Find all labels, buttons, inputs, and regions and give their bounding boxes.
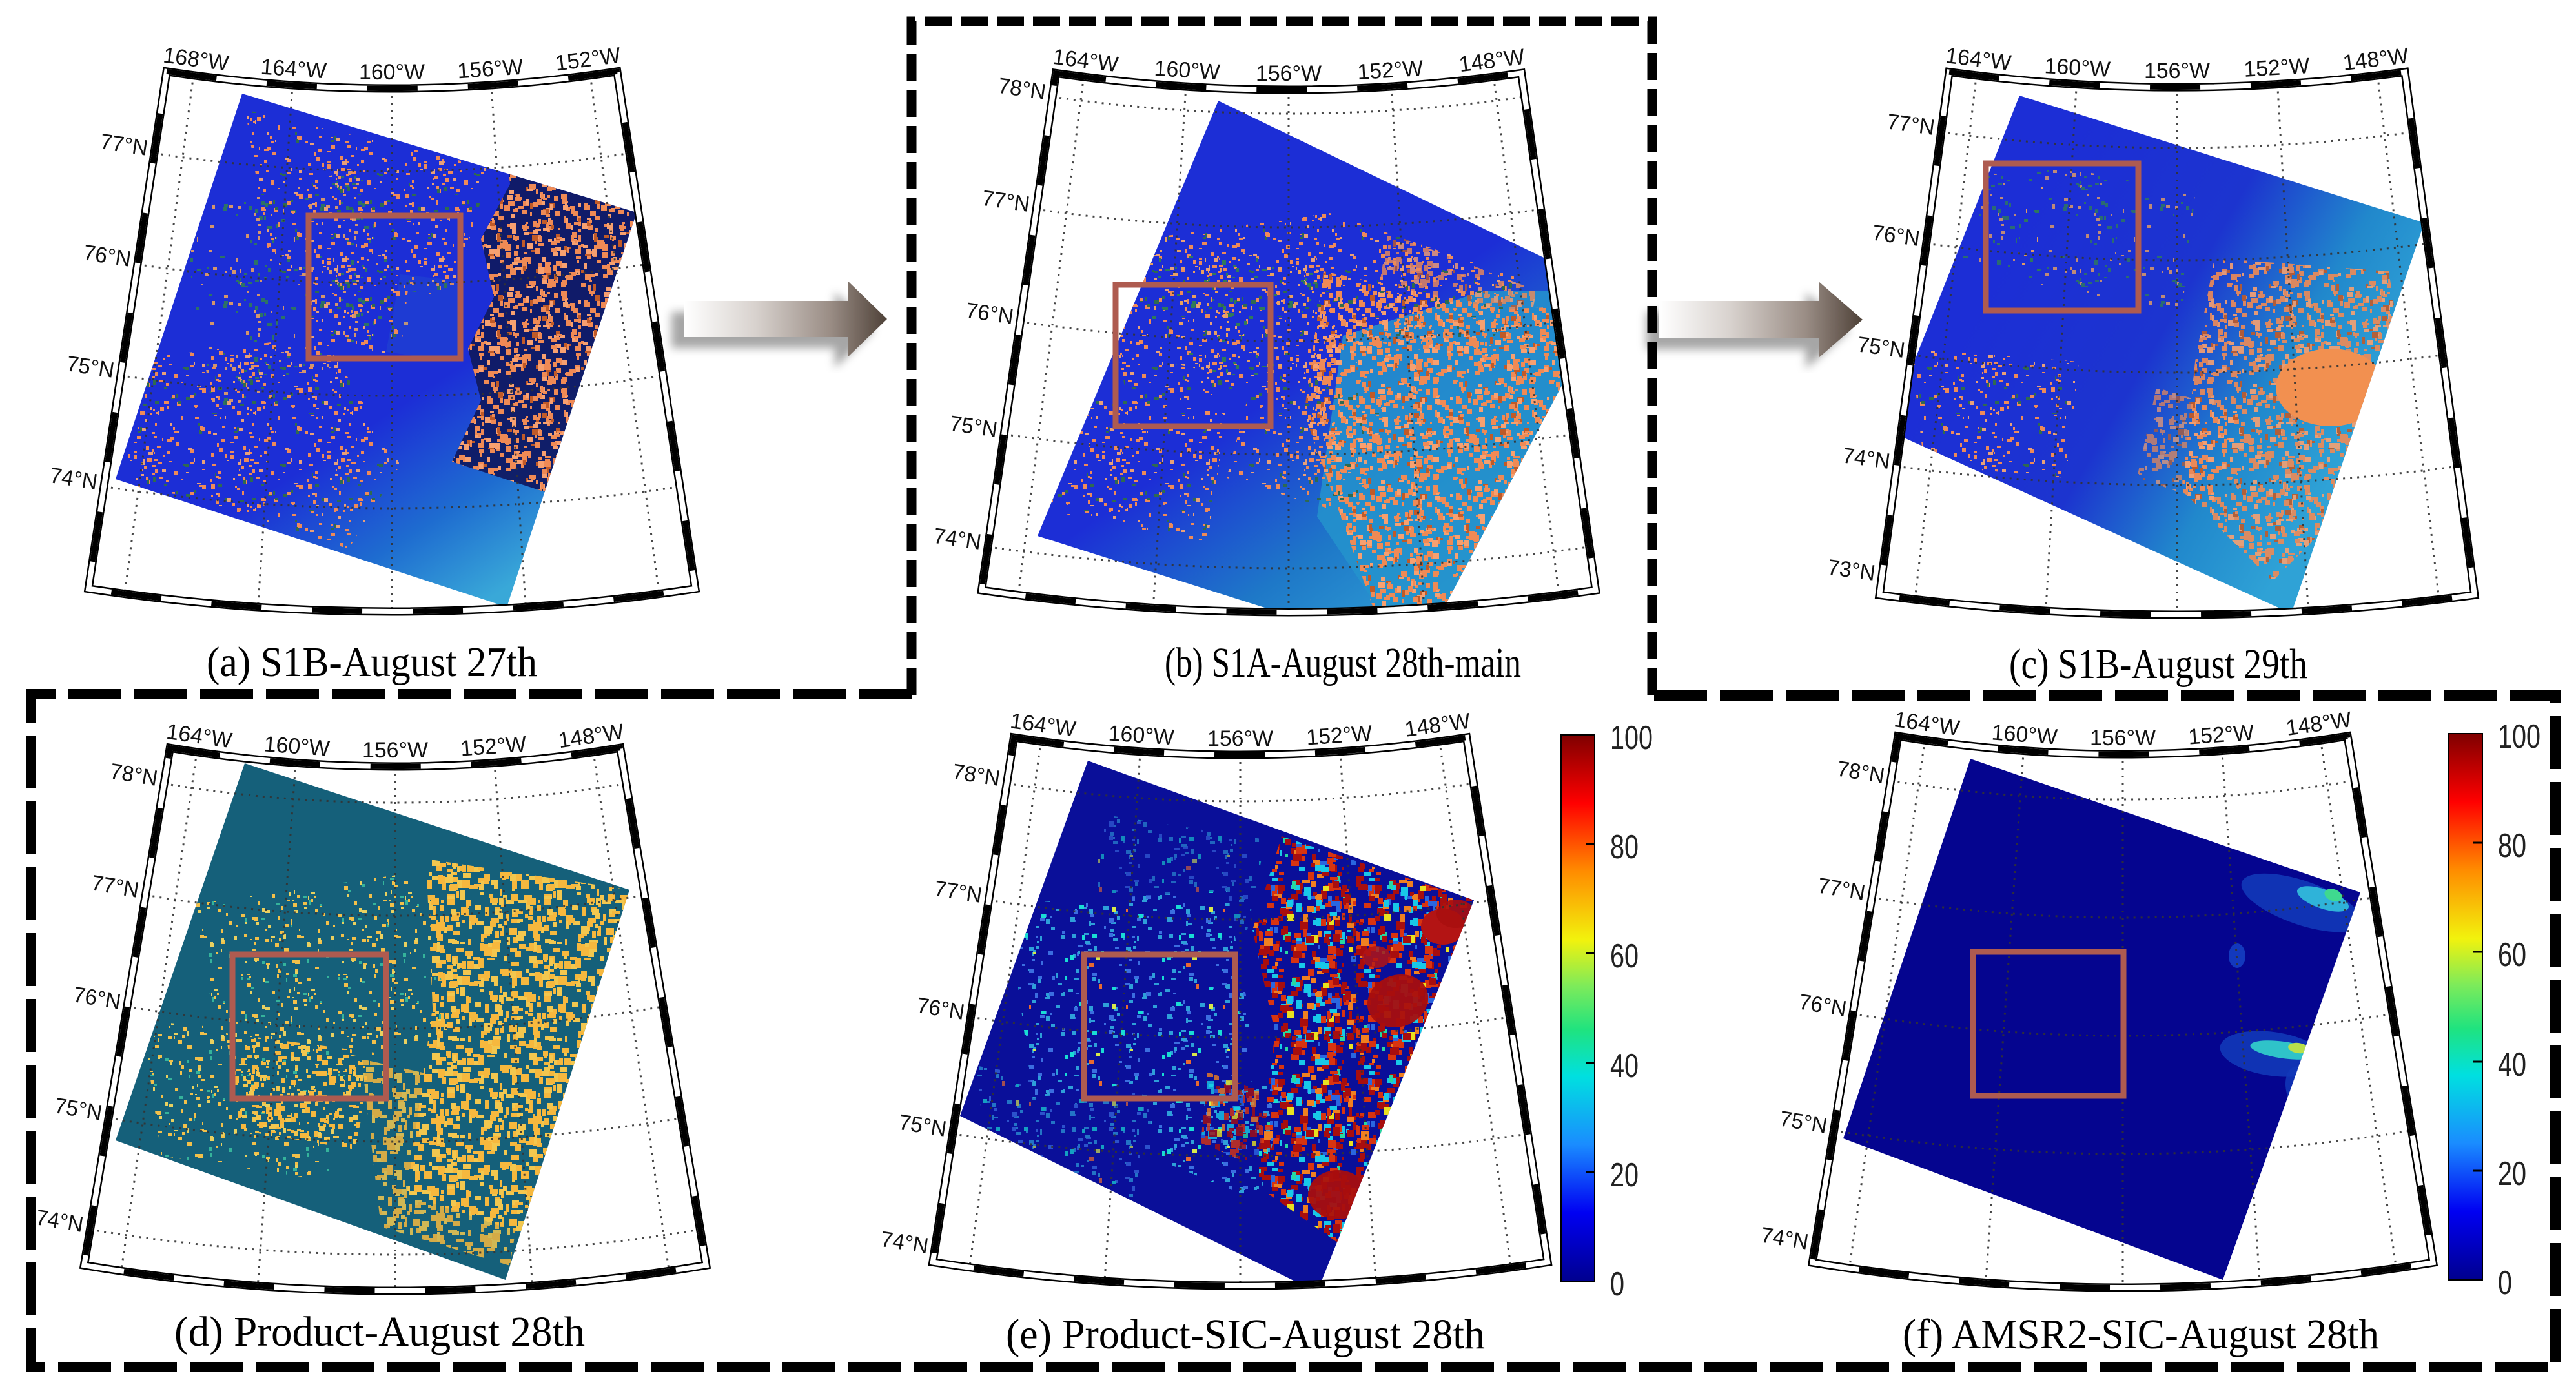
svg-text:80: 80 (2498, 827, 2526, 865)
svg-text:40: 40 (2498, 1046, 2526, 1084)
svg-text:156°W: 156°W (1256, 61, 1322, 86)
svg-text:160°W: 160°W (263, 732, 331, 761)
svg-text:0: 0 (1610, 1266, 1624, 1303)
svg-text:(c) S1B-August 29th: (c) S1B-August 29th (2009, 641, 2307, 688)
svg-text:160°W: 160°W (359, 60, 425, 85)
svg-text:(d) Product-August 28th: (d) Product-August 28th (174, 1308, 585, 1355)
svg-text:20: 20 (1610, 1157, 1639, 1194)
svg-text:160°W: 160°W (1108, 721, 1175, 750)
svg-text:156°W: 156°W (2090, 726, 2156, 750)
svg-text:156°W: 156°W (456, 55, 524, 84)
svg-text:152°W: 152°W (2243, 54, 2310, 82)
svg-text:156°W: 156°W (2144, 59, 2210, 83)
svg-text:60: 60 (1610, 938, 1639, 975)
svg-text:156°W: 156°W (362, 738, 428, 763)
svg-text:(e) Product-SIC-August 28th: (e) Product-SIC-August 28th (1006, 1311, 1485, 1358)
svg-text:20: 20 (2498, 1155, 2526, 1193)
svg-text:152°W: 152°W (2187, 720, 2254, 749)
svg-text:156°W: 156°W (1207, 726, 1273, 751)
svg-text:80: 80 (1610, 829, 1639, 866)
svg-text:100: 100 (1610, 719, 1653, 757)
svg-text:100: 100 (2498, 718, 2540, 756)
svg-text:160°W: 160°W (1991, 720, 2058, 749)
svg-text:(b) S1A-August 28th-main: (b) S1A-August 28th-main (1165, 639, 1521, 686)
svg-text:160°W: 160°W (1154, 56, 1221, 85)
svg-text:160°W: 160°W (2044, 54, 2111, 82)
svg-text:60: 60 (2498, 936, 2526, 974)
svg-text:152°W: 152°W (460, 732, 527, 761)
svg-text:0: 0 (2498, 1264, 2512, 1302)
svg-text:(a) S1B-August 27th: (a) S1B-August 27th (207, 639, 537, 686)
svg-text:164°W: 164°W (260, 55, 327, 84)
svg-text:152°W: 152°W (1305, 721, 1373, 750)
svg-text:40: 40 (1610, 1047, 1639, 1085)
svg-text:152°W: 152°W (1356, 56, 1424, 85)
svg-text:(f) AMSR2-SIC-August 28th: (f) AMSR2-SIC-August 28th (1903, 1311, 2379, 1358)
